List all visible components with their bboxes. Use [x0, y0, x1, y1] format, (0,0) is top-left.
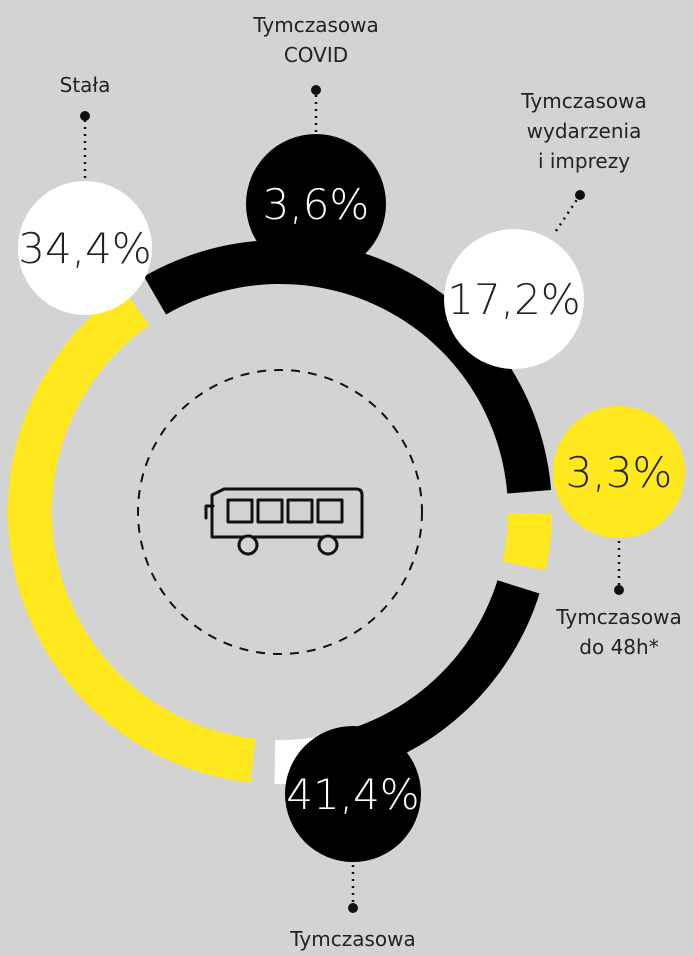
value-text-stala: 34,4%	[18, 224, 151, 273]
category-label-stala: Stała	[60, 70, 111, 100]
leader-dot-wydarzenia	[575, 190, 585, 200]
category-label-line: Tymczasowa	[556, 605, 682, 629]
value-bubble-stala	[18, 181, 152, 315]
value-bubble-covid	[246, 134, 386, 274]
value-text-do-48h: 3,3%	[566, 448, 673, 497]
category-label-line: Tymczasowa	[521, 89, 647, 113]
category-label-line: COVID	[283, 43, 349, 67]
value-bubble-wydarzenia	[444, 229, 584, 369]
value-text-covid: 3,6%	[263, 180, 370, 229]
ring-segment-covid	[502, 513, 552, 571]
category-label-line: Tymczasowa	[290, 927, 416, 951]
value-bubble-do-48h	[553, 406, 685, 538]
value-text-tymczasowa: 41,4%	[286, 770, 419, 819]
category-label-do-48h: Tymczasowa do 48h*	[556, 602, 681, 662]
value-text-wydarzenia: 17,2%	[447, 275, 580, 324]
category-label-line: i imprezy	[537, 149, 631, 173]
leader-dot-covid	[311, 85, 321, 95]
category-label-line: do 48h*	[579, 635, 659, 659]
category-label-line: Stała	[59, 73, 111, 97]
category-label-line: Tymczasowa	[253, 13, 379, 37]
value-bubbles: 34,4% 3,6% 17,2% 3,3% 41,4%	[18, 134, 685, 862]
ring-segment-tymczasowa	[7, 289, 256, 783]
category-label-wydarzenia: Tymczasowa wydarzenia i imprezy	[521, 86, 646, 176]
bus-icon	[204, 487, 364, 556]
leader-dot-tymczasowa	[348, 903, 358, 913]
value-bubble-tymczasowa	[285, 726, 421, 862]
category-label-tymczasowa: Tymczasowa	[290, 924, 415, 954]
leader-dot-do-48h	[614, 585, 624, 595]
leader-lines	[80, 85, 624, 913]
leader-dot-stala	[80, 111, 90, 121]
ring-segment-wydarzenia	[338, 580, 540, 775]
leader-line-wydarzenia	[554, 194, 582, 232]
category-label-line: wydarzenia	[526, 119, 642, 143]
category-label-covid: Tymczasowa COVID	[253, 10, 378, 70]
center-dashed-circle	[137, 369, 423, 655]
